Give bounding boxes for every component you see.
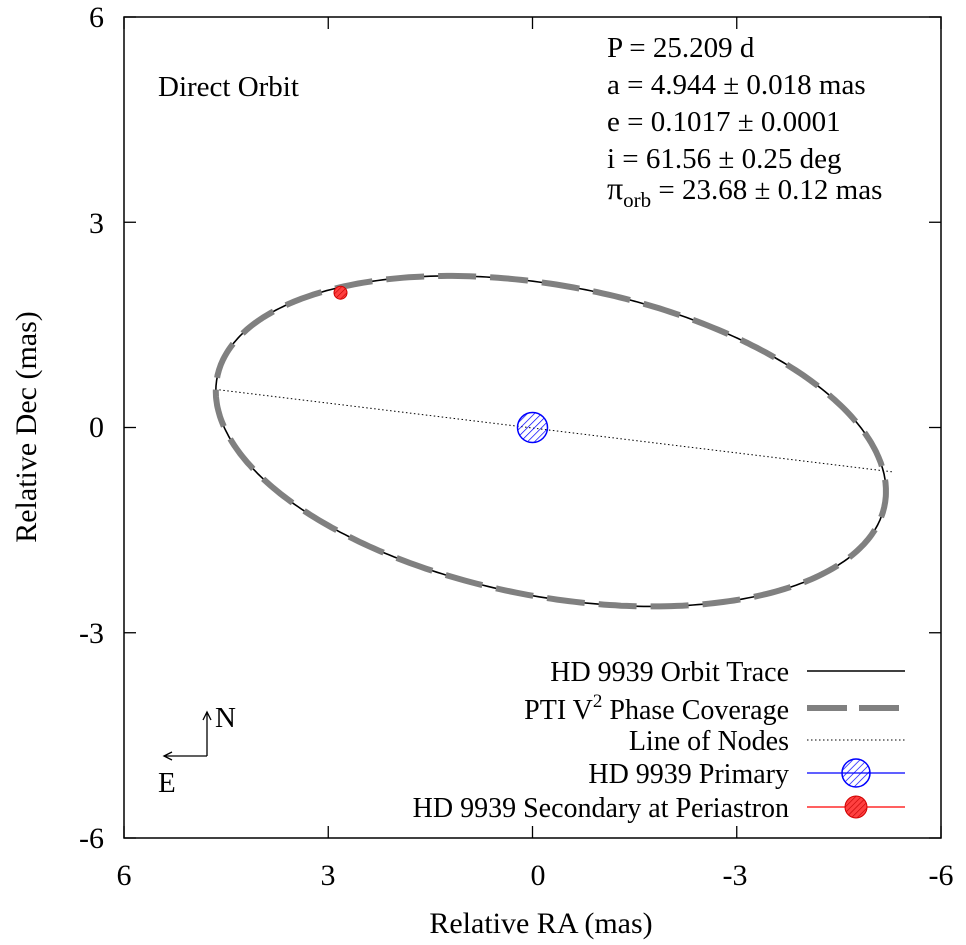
x-tick-label: -6: [929, 859, 954, 892]
legend-label-primary: HD 9939 Primary: [588, 759, 789, 790]
y-tick-labels: 6 3 0 -3 -6: [79, 1, 104, 855]
legend: HD 9939 Orbit Trace PTI V2 Phase Coverag…: [413, 657, 905, 824]
y-tick-label: -6: [79, 822, 104, 855]
orbit-direction-label: Direct Orbit: [158, 71, 299, 103]
y-tick-label: 6: [89, 1, 104, 34]
y-tick-label: 0: [89, 411, 104, 444]
y-tick-label: 3: [89, 207, 104, 240]
legend-label-orbit-trace: HD 9939 Orbit Trace: [550, 657, 789, 688]
param-inclination: i = 61.56 ± 0.25 deg: [607, 143, 841, 175]
legend-label-phase-coverage: PTI V2 Phase Coverage: [524, 691, 789, 726]
x-axis-label: Relative RA (mas): [429, 907, 652, 940]
phase-coverage-trace: [212, 272, 889, 610]
legend-swatch-primary-marker: [841, 758, 871, 788]
param-semimajor: a = 4.944 ± 0.018 mas: [607, 69, 866, 101]
y-tick-label: -3: [79, 617, 104, 650]
secondary-star-marker: [333, 285, 348, 300]
param-eccentricity: e = 0.1017 ± 0.0001: [607, 106, 841, 138]
east-arrowhead: [162, 751, 173, 761]
y-axis-label: Relative Dec (mas): [10, 311, 43, 543]
axis-ticks: [123, 16, 942, 839]
line-of-nodes: [219, 389, 894, 473]
parallax-value: = 23.68 ± 0.12 mas: [651, 174, 882, 206]
parallax-subscript: orb: [623, 188, 651, 212]
primary-star-marker: [516, 411, 549, 444]
x-tick-label: 0: [531, 859, 546, 892]
north-arrowhead: [202, 710, 212, 721]
legend-label-secondary: HD 9939 Secondary at Periastron: [413, 793, 789, 824]
orbit-parameters: P = 25.209 d a = 4.944 ± 0.018 mas e = 0…: [607, 32, 882, 212]
x-tick-label: -3: [723, 859, 748, 892]
x-tick-labels: 6 3 0 -3 -6: [117, 859, 954, 892]
param-parallax: πorb = 23.68 ± 0.12 mas: [607, 170, 882, 212]
legend-swatch-secondary-marker: [844, 795, 868, 819]
legend-phase-main: PTI V: [524, 695, 593, 726]
compass: [162, 710, 212, 761]
param-period: P = 25.209 d: [607, 32, 755, 64]
legend-phase-rest: Phase Coverage: [602, 695, 789, 726]
legend-label-line-of-nodes: Line of Nodes: [629, 726, 789, 757]
x-tick-label: 6: [117, 859, 132, 892]
orbit-trace: [214, 275, 887, 608]
compass-north-label: N: [215, 702, 236, 734]
parallax-symbol: π: [607, 170, 623, 206]
compass-east-label: E: [158, 767, 176, 799]
legend-phase-sup: 2: [593, 691, 603, 712]
x-tick-label: 3: [321, 859, 336, 892]
